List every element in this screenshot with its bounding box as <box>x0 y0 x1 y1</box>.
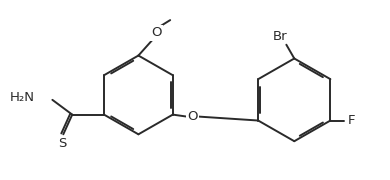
Text: O: O <box>151 26 161 39</box>
Text: H₂N: H₂N <box>9 91 34 104</box>
Text: O: O <box>188 110 198 123</box>
Text: S: S <box>58 137 67 150</box>
Text: Br: Br <box>273 30 288 43</box>
Text: F: F <box>347 114 355 127</box>
